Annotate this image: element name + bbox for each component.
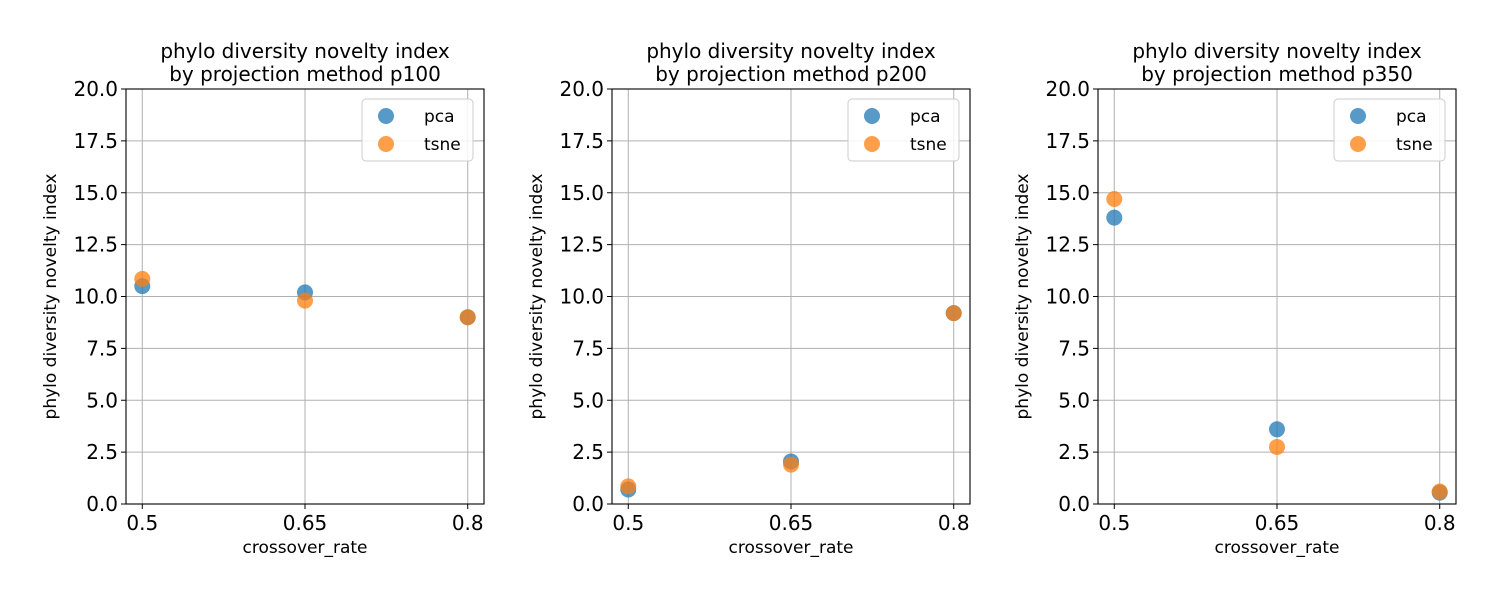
legend-label-pca: pca bbox=[910, 107, 941, 127]
x-tick-label: 0.65 bbox=[769, 511, 814, 535]
x-axis-label: crossover_rate bbox=[728, 538, 853, 558]
y-tick-label: 5.0 bbox=[1058, 388, 1090, 412]
chart-title-line-2: by projection method p200 bbox=[655, 62, 927, 86]
y-tick-label: 10.0 bbox=[1045, 285, 1090, 309]
y-tick-label: 2.5 bbox=[572, 440, 604, 464]
data-point-pca bbox=[1106, 209, 1123, 226]
y-tick-label: 12.5 bbox=[1045, 233, 1090, 257]
chart-title-line-1: phylo diversity novelty index bbox=[160, 39, 450, 63]
x-tick-label: 0.8 bbox=[938, 511, 970, 535]
chart-title-line-1: phylo diversity novelty index bbox=[646, 39, 936, 63]
y-tick-label: 7.5 bbox=[572, 336, 604, 360]
x-axis-label: crossover_rate bbox=[242, 538, 367, 558]
y-tick-label: 17.5 bbox=[73, 129, 118, 153]
y-tick-label: 0.0 bbox=[1058, 492, 1090, 516]
y-axis-label: phylo diversity novelty index bbox=[527, 174, 547, 420]
y-tick-label: 15.0 bbox=[73, 181, 118, 205]
chart-title-line-1: phylo diversity novelty index bbox=[1132, 39, 1422, 63]
data-point-tsne bbox=[945, 305, 962, 322]
y-tick-label: 2.5 bbox=[86, 440, 118, 464]
x-tick-label: 0.65 bbox=[1255, 511, 1300, 535]
data-point-tsne bbox=[297, 292, 313, 309]
chart-panel-3: 0.0 2.5 5.0 7.5 10.0 12.5 15.0 17.5 20.0 0.5 0.65 0… bbox=[1013, 39, 1457, 558]
data-point-tsne bbox=[1106, 190, 1123, 207]
data-point-tsne bbox=[620, 478, 637, 495]
legend-marker-pca bbox=[1350, 108, 1366, 124]
y-tick-label: 0.0 bbox=[572, 492, 604, 516]
legend-label-pca: pca bbox=[1396, 107, 1427, 127]
data-point-tsne bbox=[459, 309, 476, 326]
legend-label-pca: pca bbox=[424, 107, 455, 127]
y-tick-label: 15.0 bbox=[1045, 181, 1090, 205]
x-tick-label: 0.5 bbox=[126, 511, 158, 535]
chart-panel-2: 0.0 2.5 5.0 7.5 10.0 12.5 15.0 17.5 20.0 0.5 0.65 0… bbox=[527, 39, 971, 558]
data-point-tsne bbox=[134, 270, 151, 287]
y-axis-label: phylo diversity novelty index bbox=[1013, 174, 1033, 420]
y-tick-label: 20.0 bbox=[73, 77, 118, 101]
x-axis-label: crossover_rate bbox=[1214, 538, 1339, 558]
y-tick-label: 12.5 bbox=[73, 233, 118, 257]
legend-marker-pca bbox=[378, 108, 394, 124]
legend-marker-tsne bbox=[378, 136, 394, 152]
y-tick-label: 5.0 bbox=[572, 388, 604, 412]
legend: pca tsne bbox=[361, 98, 474, 162]
y-tick-label: 7.5 bbox=[1058, 336, 1090, 360]
y-tick-label: 2.5 bbox=[1058, 440, 1090, 464]
legend: pca tsne bbox=[847, 98, 960, 162]
y-tick-label: 15.0 bbox=[559, 181, 604, 205]
y-tick-label: 0.0 bbox=[86, 492, 118, 516]
data-point-tsne bbox=[1269, 438, 1285, 455]
y-axis-label: phylo diversity novelty index bbox=[41, 174, 61, 420]
data-point-pca bbox=[1269, 421, 1285, 438]
chart-title-line-2: by projection method p100 bbox=[169, 62, 441, 86]
y-tick-label: 7.5 bbox=[86, 336, 118, 360]
x-tick-label: 0.5 bbox=[1098, 511, 1130, 535]
y-tick-label: 17.5 bbox=[559, 129, 604, 153]
x-tick-label: 0.65 bbox=[283, 511, 328, 535]
y-tick-label: 12.5 bbox=[559, 233, 604, 257]
legend-marker-tsne bbox=[1350, 136, 1366, 152]
data-point-tsne bbox=[783, 456, 799, 473]
x-tick-label: 0.8 bbox=[1424, 511, 1456, 535]
legend: pca tsne bbox=[1333, 98, 1446, 162]
legend-label-tsne: tsne bbox=[424, 135, 461, 155]
legend-marker-pca bbox=[864, 108, 880, 124]
y-tick-label: 17.5 bbox=[1045, 129, 1090, 153]
y-tick-label: 10.0 bbox=[73, 285, 118, 309]
y-tick-label: 10.0 bbox=[559, 285, 604, 309]
y-tick-label: 5.0 bbox=[86, 388, 118, 412]
legend-label-tsne: tsne bbox=[1396, 135, 1433, 155]
data-point-tsne bbox=[1431, 483, 1448, 500]
legend-label-tsne: tsne bbox=[910, 135, 947, 155]
x-tick-label: 0.8 bbox=[452, 511, 484, 535]
y-tick-label: 20.0 bbox=[559, 77, 604, 101]
chart-title-line-2: by projection method p350 bbox=[1141, 62, 1413, 86]
y-tick-label: 20.0 bbox=[1045, 77, 1090, 101]
x-tick-label: 0.5 bbox=[612, 511, 644, 535]
legend-marker-tsne bbox=[864, 136, 880, 152]
chart-panel-1: 0.0 2.5 5.0 7.5 10.0 12.5 15.0 17.5 20.0 0.5 0.65 0… bbox=[41, 39, 485, 558]
